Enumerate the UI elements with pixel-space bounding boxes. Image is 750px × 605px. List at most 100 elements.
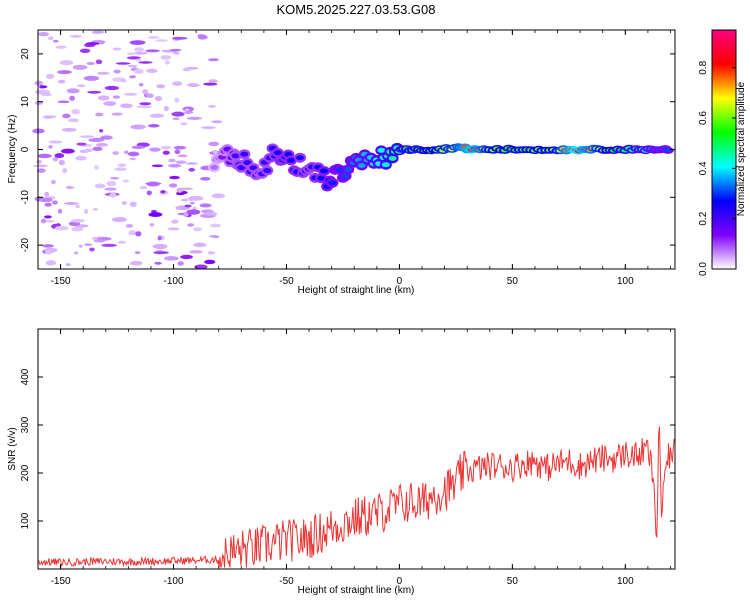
spectrogram-noise-blob [50,179,56,185]
spectrogram-noise-blob [99,41,105,45]
spectrogram-noise-blob [67,118,79,123]
spectrogram-ridge-cell [263,168,272,174]
spectrogram-noise-blob [153,251,169,255]
spectrogram-noise-blob [185,162,199,165]
x-tick-label: 100 [617,576,634,587]
spectrogram-noise-blob [62,113,71,119]
spectrogram-noise-blob [76,142,87,146]
spectrogram-noise-blob [171,81,183,86]
spectrogram-noise-blob [93,239,106,243]
spectrogram-noise-blob [154,96,163,102]
spectrogram-noise-blob [51,200,58,205]
spectrogram-noise-blob [92,146,103,152]
spectrogram-noise-blob [78,244,83,248]
spectrogram-noise-blob [130,124,146,130]
spectrogram-ridge-cell [344,166,353,172]
spectrogram-noise-blob [208,105,217,108]
spectrogram-noise-blob [129,75,136,79]
spectrogram-noise-blob [184,108,190,112]
spectrogram-noise-blob [177,261,184,266]
spectrogram-noise-blob [126,52,137,56]
spectrogram-noise-blob [173,145,187,150]
spectrogram-ridge-cell [286,157,295,163]
spectrogram-noise-blob [120,79,127,83]
spectrogram-noise-blob [55,45,67,49]
spectrogram-noise-blob [57,208,63,214]
spectrogram-noise-blob [125,224,134,228]
spectrogram-noise-blob [66,88,80,94]
spectrogram-noise-blob [37,32,50,37]
spectrogram-noise-blob [44,250,53,255]
spectrogram-noise-blob [187,223,195,227]
spectrogram-noise-blob [135,58,142,62]
y-tick-label: 200 [20,464,31,481]
y-tick-label: 400 [20,368,31,385]
spectrogram-noise-blob [129,201,137,207]
spectrogram-noise-blob [148,212,163,217]
spectrogram-noise-blob [124,150,129,154]
spectrogram-noise-blob [128,230,136,236]
spectrogram-noise-blob [48,144,53,149]
spectrogram-noise-blob [176,191,185,196]
spectrogram-noise-blob [168,158,176,163]
spectrogram-noise-blob [99,128,104,133]
spectrogram-noise-blob [136,105,153,109]
spectrogram-ridge-cell [237,165,246,171]
spectrogram-noise-blob [127,151,140,157]
spectrogram-noise-blob [44,202,52,207]
spectrogram-noise-blob [71,226,84,232]
spectrogram-ridge-cell [357,162,366,168]
spectrogram-ridge-cell [381,162,390,168]
spectrogram-noise-blob [69,95,75,101]
spectrogram-noise-blob [138,61,153,64]
spectrogram-noise-blob [76,84,86,88]
spectrogram-noise-blob [145,49,160,53]
x-tick-label: -150 [51,576,71,587]
spectrogram-noise-blob [147,36,160,39]
spectrogram-noise-blob [129,40,146,45]
spectrogram-noise-blob [131,145,146,150]
spectrogram-noise-blob [100,135,113,140]
spectrogram-noise-blob [186,209,201,215]
spectrogram-noise-blob [85,148,93,153]
snr-x-ticks: -150 -100 -50 0 50 100 [37,329,671,587]
spectrogram-noise-blob [92,208,99,211]
spectrogram-noise-blob [44,191,50,197]
spectrogram-noise-blob [85,42,100,46]
spectrogram-y-ticks: -20 -10 0 10 20 [20,48,675,252]
spectrogram-noise-blob [155,39,168,42]
spectrogram-noise-blob [46,73,55,79]
spectrogram-noise-blob [134,251,141,255]
spectrogram-noise-blob [97,71,110,75]
spectrogram-ridge-cell [317,175,326,181]
x-tick-label: -100 [164,576,184,587]
spectrogram-noise-blob [211,120,223,124]
spectrogram-noise-blob [203,82,218,86]
colorbar-tick-label: 0.2 [698,211,709,225]
spectrogram-ridge-cell [249,165,258,171]
spectrogram-noise-blob [149,113,165,118]
spectrogram-noise-blob [34,80,44,86]
spectrogram-noise-blob [97,95,110,101]
spectrogram-noise-blob [83,75,100,81]
spectrogram-noise-blob [204,259,216,265]
spectrogram-noise-blob [208,58,220,62]
spectrogram-ridge-cell [663,148,672,153]
spectrogram-noise-blob [194,264,208,270]
spectrogram-ridge-cell [328,180,337,186]
spectrogram-noise-blob [106,180,117,187]
spectrogram-noise-blob [37,153,52,159]
spectrogram-noise-blob [121,201,127,205]
spectrogram-noise-blob [176,187,183,193]
spectrogram-noise-blob [101,243,117,247]
spectrogram-noise-blob [208,79,218,83]
spectrogram-noise-blob [199,203,212,208]
spectrogram-noise-blob [187,195,204,201]
spectrogram-noise-blob [146,93,154,99]
spectrogram-noise-blob [201,126,216,130]
spectrogram-noise-blob [120,103,133,109]
spectrogram-ridge-cell [341,173,350,179]
spectrogram-noise-blob [58,159,65,166]
spectrogram-noise-blob [35,89,51,95]
spectrogram-noise-blob [112,95,121,99]
